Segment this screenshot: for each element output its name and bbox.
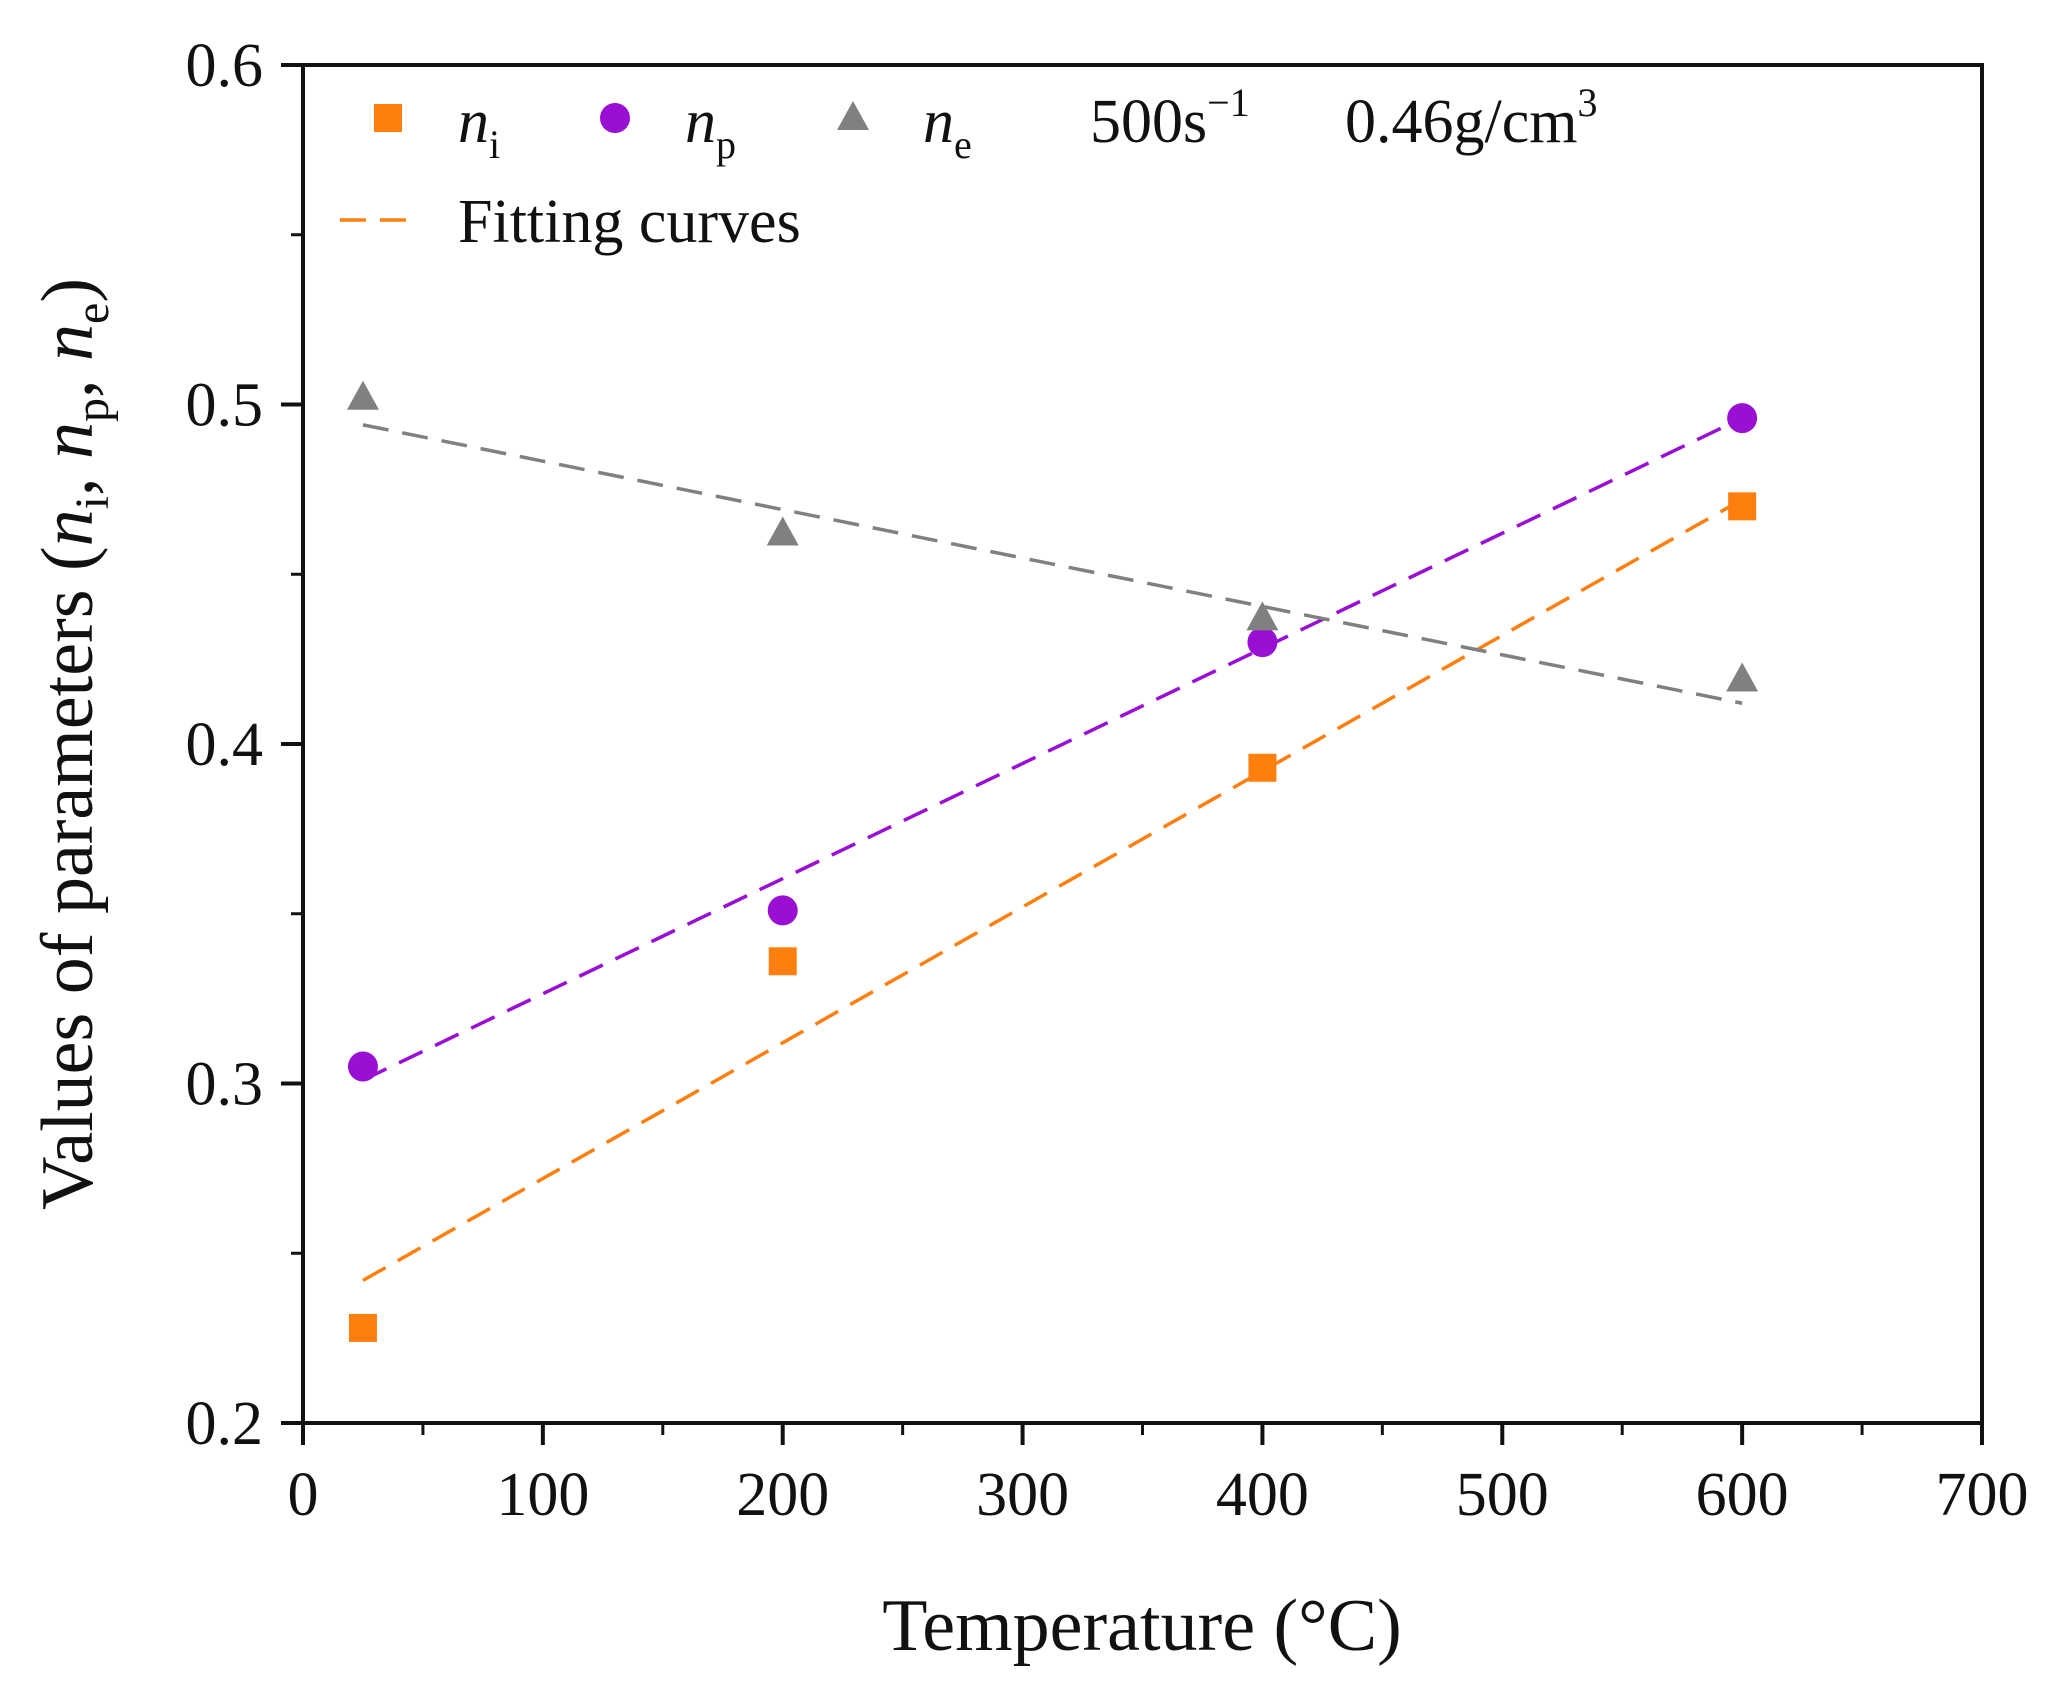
legend: ni np ne 500s−1 0.46g/cm3 Fitting curves xyxy=(340,80,1597,256)
legend-marker-np xyxy=(600,103,630,133)
data-point-ne xyxy=(346,380,379,410)
x-tick-label: 400 xyxy=(1216,1461,1309,1529)
legend-label-ni: ni xyxy=(458,88,500,167)
x-tick-label: 0 xyxy=(288,1461,319,1529)
legend-marker-ne xyxy=(837,101,869,130)
legend-marker-ni xyxy=(374,104,402,132)
y-axis-tick-labels: 0.2 0.3 0.4 0.5 0.6 xyxy=(186,32,264,1458)
x-axis-title: Temperature (°C) xyxy=(882,1585,1402,1667)
legend-strain-rate: 500s−1 xyxy=(1090,80,1250,156)
y-tick-label: 0.5 xyxy=(186,372,264,440)
y-tick-label: 0.4 xyxy=(186,711,264,779)
y-tick-label: 0.2 xyxy=(186,1390,264,1458)
data-point-ne xyxy=(1726,662,1759,692)
data-point-np xyxy=(347,1051,378,1082)
data-point-ne xyxy=(1246,601,1279,631)
data-markers xyxy=(346,380,1759,1342)
data-point-ne xyxy=(766,516,799,546)
legend-label-np: np xyxy=(685,88,736,167)
y-axis-ticks xyxy=(281,63,303,1425)
x-tick-label: 300 xyxy=(976,1461,1069,1529)
x-tick-label: 500 xyxy=(1456,1461,1549,1529)
data-point-np xyxy=(1247,627,1278,658)
data-point-ni xyxy=(768,947,797,976)
fit-line-ne xyxy=(362,423,1743,705)
data-point-np xyxy=(767,895,798,926)
x-axis-ticks xyxy=(301,1423,1984,1445)
x-axis-tick-labels: 0 100 200 300 400 500 600 700 xyxy=(288,1461,2029,1529)
y-axis-title: Values of parameters (ni, np, ne) xyxy=(27,278,119,1210)
data-point-ni xyxy=(348,1313,377,1342)
x-tick-label: 200 xyxy=(736,1461,829,1529)
data-point-ni xyxy=(1248,753,1277,782)
y-tick-label: 0.6 xyxy=(186,32,264,100)
y-tick-label: 0.3 xyxy=(186,1051,264,1119)
data-point-np xyxy=(1727,403,1758,434)
x-tick-label: 100 xyxy=(496,1461,589,1529)
legend-fitting-curves-label: Fitting curves xyxy=(458,188,801,256)
legend-density: 0.46g/cm3 xyxy=(1345,80,1597,156)
fit-line-np xyxy=(362,416,1743,1082)
legend-label-ne: ne xyxy=(923,88,972,167)
fit-line-ni xyxy=(362,498,1744,1282)
x-tick-label: 600 xyxy=(1696,1461,1789,1529)
x-tick-label: 700 xyxy=(1936,1461,2029,1529)
fitting-curves xyxy=(362,416,1744,1282)
data-point-ni xyxy=(1728,492,1757,521)
